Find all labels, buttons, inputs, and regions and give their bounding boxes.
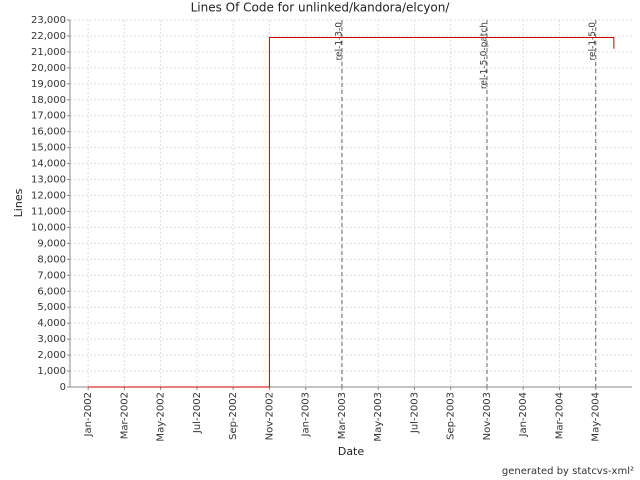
y-tick-label: 20,000 [31, 63, 66, 74]
marker-label: rel-1-5-0 [588, 22, 598, 61]
y-tick-label: 23,000 [31, 15, 66, 26]
x-tick-label: Jan-2003 [301, 392, 312, 437]
y-tick-label: 18,000 [31, 95, 66, 106]
x-tick-label: Jul-2003 [409, 392, 420, 434]
x-axis-title: Date [338, 445, 365, 458]
data-line [88, 37, 615, 388]
footer: generated by statcvs-xml² [502, 466, 634, 477]
y-tick-label: 4,000 [37, 318, 66, 329]
y-tick-label: 5,000 [37, 302, 66, 313]
y-tick-label: 0 [60, 382, 66, 393]
y-tick-label: 19,000 [31, 79, 66, 90]
y-tick-label: 1,000 [37, 366, 66, 377]
x-tick-label: May-2004 [591, 392, 602, 442]
x-tick-label: Mar-2002 [119, 392, 130, 439]
x-tick-label: Jan-2002 [83, 392, 94, 437]
y-tick-label: 16,000 [31, 127, 66, 138]
x-tick-label: Jan-2004 [518, 392, 529, 437]
y-tick-label: 3,000 [37, 334, 66, 345]
x-tick-label: Mar-2004 [554, 392, 565, 439]
x-tick-label: Mar-2003 [337, 392, 348, 439]
x-tick-label: Sep-2003 [446, 392, 457, 440]
marker-label: rel-1-3-0 [334, 22, 344, 61]
x-tick-label: Nov-2003 [482, 392, 493, 440]
x-tick-label: May-2003 [373, 392, 384, 442]
y-tick-label: 13,000 [31, 175, 66, 186]
y-tick-label: 11,000 [31, 206, 66, 217]
y-tick-label: 7,000 [37, 270, 66, 281]
y-tick-label: 2,000 [37, 350, 66, 361]
plot-area [70, 20, 632, 387]
y-tick-label: 6,000 [37, 286, 66, 297]
y-tick-label: 9,000 [37, 238, 66, 249]
y-tick-label: 22,000 [31, 31, 66, 42]
y-tick-label: 21,000 [31, 47, 66, 58]
x-tick-label: Sep-2002 [228, 392, 239, 440]
y-tick-label: 17,000 [31, 111, 66, 122]
y-tick-label: 15,000 [31, 143, 66, 154]
y-tick-label: 10,000 [31, 222, 66, 233]
chart-title: Lines Of Code for unlinked/kandora/elcyo… [191, 1, 451, 15]
x-tick-label: Nov-2002 [264, 392, 275, 440]
marker-label: rel-1-5-0-patch [479, 22, 489, 89]
y-tick-label: 12,000 [31, 191, 66, 202]
y-axis-title: Lines [12, 188, 25, 217]
y-tick-label: 8,000 [37, 254, 66, 265]
x-tick-label: May-2002 [156, 392, 167, 442]
x-tick-label: Jul-2002 [192, 392, 203, 434]
y-tick-label: 14,000 [31, 159, 66, 170]
